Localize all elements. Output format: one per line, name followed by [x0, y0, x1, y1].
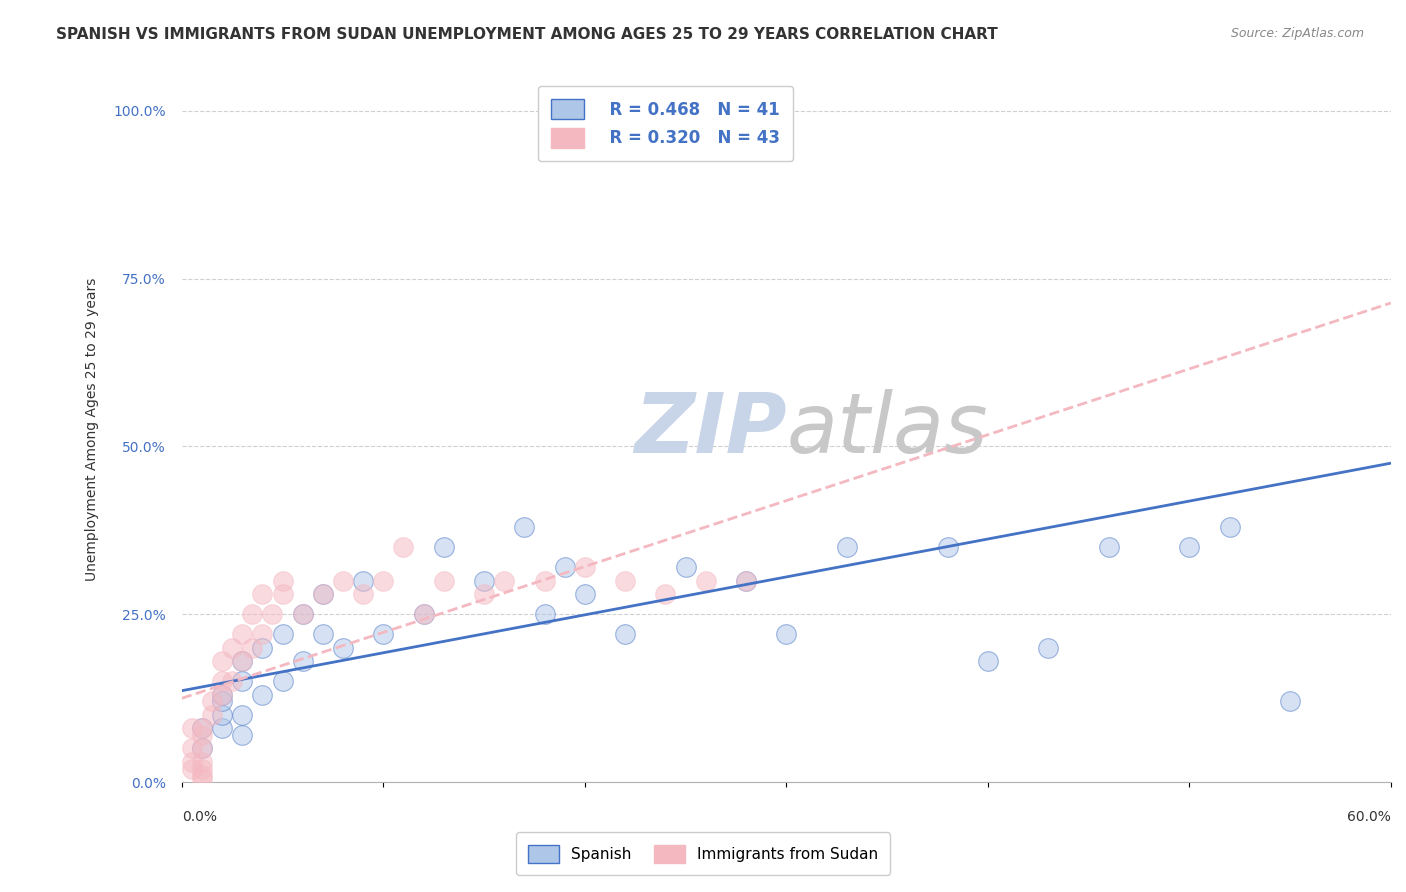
Point	[191, 762, 214, 776]
Point	[291, 654, 314, 668]
Point	[291, 607, 314, 622]
Point	[494, 574, 516, 588]
Point	[1178, 540, 1201, 554]
Point	[412, 607, 434, 622]
Point	[1098, 540, 1121, 554]
Point	[201, 694, 224, 708]
Text: Source: ZipAtlas.com: Source: ZipAtlas.com	[1230, 27, 1364, 40]
Point	[533, 574, 555, 588]
Point	[312, 627, 335, 641]
Point	[775, 627, 797, 641]
Point	[373, 627, 395, 641]
Point	[201, 707, 224, 722]
Point	[352, 587, 374, 601]
Point	[472, 574, 495, 588]
Point	[211, 654, 233, 668]
Text: 60.0%: 60.0%	[1347, 810, 1391, 824]
Point	[191, 722, 214, 736]
Point	[271, 627, 294, 641]
Point	[614, 574, 637, 588]
Point	[180, 755, 202, 769]
Point	[191, 741, 214, 756]
Legend: Spanish, Immigrants from Sudan: Spanish, Immigrants from Sudan	[516, 832, 890, 875]
Point	[574, 587, 596, 601]
Point	[231, 674, 253, 689]
Point	[191, 741, 214, 756]
Point	[231, 627, 253, 641]
Point	[614, 627, 637, 641]
Point	[271, 574, 294, 588]
Point	[221, 674, 243, 689]
Point	[554, 560, 576, 574]
Point	[735, 574, 758, 588]
Point	[231, 728, 253, 742]
Point	[936, 540, 959, 554]
Point	[180, 741, 202, 756]
Point	[211, 722, 233, 736]
Point	[211, 694, 233, 708]
Text: SPANISH VS IMMIGRANTS FROM SUDAN UNEMPLOYMENT AMONG AGES 25 TO 29 YEARS CORRELAT: SPANISH VS IMMIGRANTS FROM SUDAN UNEMPLO…	[56, 27, 998, 42]
Point	[1219, 520, 1241, 534]
Point	[695, 574, 717, 588]
Point	[211, 688, 233, 702]
Point	[271, 587, 294, 601]
Point	[654, 587, 676, 601]
Point	[1279, 694, 1302, 708]
Point	[513, 520, 536, 534]
Point	[291, 607, 314, 622]
Point	[252, 688, 274, 702]
Point	[252, 587, 274, 601]
Point	[835, 540, 858, 554]
Point	[352, 574, 374, 588]
Point	[211, 688, 233, 702]
Point	[191, 772, 214, 786]
Point	[1038, 640, 1060, 655]
Text: atlas: atlas	[786, 389, 988, 470]
Point	[574, 560, 596, 574]
Point	[191, 768, 214, 782]
Text: ZIP: ZIP	[634, 389, 786, 470]
Point	[332, 574, 354, 588]
Point	[533, 607, 555, 622]
Point	[373, 574, 395, 588]
Text: 0.0%: 0.0%	[181, 810, 217, 824]
Point	[312, 587, 335, 601]
Point	[252, 627, 274, 641]
Point	[735, 574, 758, 588]
Point	[191, 728, 214, 742]
Point	[392, 540, 415, 554]
Point	[231, 707, 253, 722]
Point	[433, 540, 456, 554]
Point	[332, 640, 354, 655]
Point	[240, 640, 263, 655]
Point	[231, 654, 253, 668]
Point	[191, 755, 214, 769]
Point	[433, 574, 456, 588]
Point	[180, 722, 202, 736]
Point	[221, 640, 243, 655]
Point	[412, 607, 434, 622]
Point	[675, 560, 697, 574]
Point	[211, 674, 233, 689]
Point	[262, 607, 284, 622]
Point	[211, 707, 233, 722]
Point	[191, 722, 214, 736]
Point	[252, 640, 274, 655]
Point	[472, 587, 495, 601]
Point	[240, 607, 263, 622]
Point	[271, 674, 294, 689]
Point	[180, 762, 202, 776]
Point	[977, 654, 1000, 668]
Y-axis label: Unemployment Among Ages 25 to 29 years: Unemployment Among Ages 25 to 29 years	[86, 278, 100, 582]
Point	[312, 587, 335, 601]
Legend:   R = 0.468   N = 41,   R = 0.320   N = 43: R = 0.468 N = 41, R = 0.320 N = 43	[538, 86, 793, 161]
Point	[231, 654, 253, 668]
